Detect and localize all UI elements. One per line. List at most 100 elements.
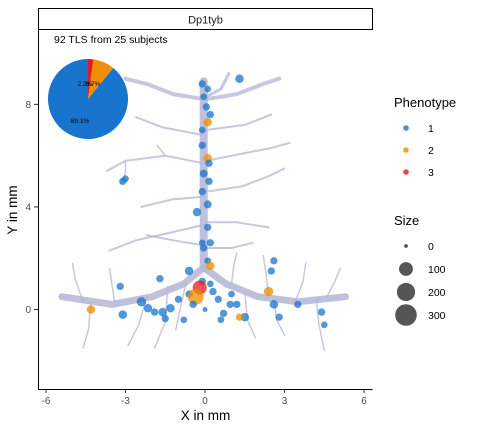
x-axis-title: X in mm (181, 408, 231, 423)
data-point (202, 307, 208, 312)
data-point (206, 110, 214, 119)
x-tick-label: -6 (41, 396, 50, 407)
lung-branch (153, 285, 169, 349)
size-legend-key (399, 262, 413, 276)
data-point (187, 288, 204, 305)
data-point (269, 300, 279, 309)
annotation-text: 92 TLS from 25 subjects (54, 34, 168, 46)
data-point (198, 187, 206, 196)
data-point (317, 308, 326, 316)
data-point (226, 300, 234, 309)
data-point (205, 177, 213, 185)
size-legend-label: 0 (428, 241, 434, 253)
data-point (116, 282, 124, 291)
y-axis-title: Y in mm (5, 185, 20, 234)
data-point (235, 74, 244, 83)
data-point (217, 316, 225, 324)
facet-label: Dp1tyb (188, 15, 223, 27)
lung-branch (230, 252, 238, 285)
lung-branch (58, 265, 206, 308)
data-point (158, 307, 167, 317)
y-tick-label: 0 (25, 305, 31, 316)
data-point (161, 314, 169, 323)
data-point (214, 295, 222, 303)
pie-slice (88, 59, 94, 99)
pie-inset: 89.1% 8.7%2.2% (47, 59, 128, 139)
pie-label: 8.7% (86, 81, 101, 88)
phenotype-legend-label: 1 (428, 123, 434, 135)
data-point (263, 286, 274, 297)
data-point (198, 126, 206, 134)
data-point (200, 244, 208, 252)
data-point (86, 305, 96, 314)
phenotype-legend-key (403, 169, 409, 175)
data-point (136, 297, 147, 307)
lung-branch (201, 265, 349, 306)
x-axis-ticks: -6 -3 0 3 6 (41, 389, 367, 407)
lung-branch (123, 76, 206, 102)
data-point (270, 257, 278, 265)
data-point (174, 295, 183, 303)
data-point (206, 261, 215, 271)
data-point (192, 207, 202, 217)
y-tick-label: 4 (25, 202, 31, 213)
data-point (202, 103, 210, 111)
data-point (189, 300, 197, 309)
lung-branch (156, 144, 166, 157)
data-point (203, 200, 212, 209)
phenotype-legend-label: 3 (428, 167, 434, 179)
x-tick-label: 6 (361, 396, 367, 407)
lung-branch (205, 221, 270, 229)
data-point (122, 175, 129, 183)
y-axis-ticks: 0 4 8 (25, 100, 38, 316)
size-legend-key (404, 244, 408, 248)
phenotype-legend-title: Phenotype (394, 95, 456, 110)
data-point (143, 303, 153, 313)
lung-branch (326, 267, 341, 298)
size-legend-key (395, 304, 417, 326)
x-tick-label: 0 (202, 396, 208, 407)
lung-branch (175, 280, 188, 331)
lung-branch (294, 262, 307, 303)
size-legend-label: 200 (428, 287, 446, 299)
data-point (294, 300, 302, 309)
data-point (184, 266, 194, 276)
data-point (198, 141, 206, 150)
data-point (267, 267, 275, 275)
pie-label: 89.1% (71, 118, 90, 125)
data-point (240, 312, 250, 322)
data-point (206, 239, 214, 247)
lung-branch (205, 141, 291, 162)
lung-branch (205, 241, 254, 249)
data-point (205, 159, 213, 167)
data-point (198, 80, 206, 88)
lung-branch (315, 298, 326, 352)
points-layer (86, 74, 328, 329)
lung-silhouette (58, 72, 349, 352)
x-tick-label: -3 (121, 396, 130, 407)
y-tick-label: 8 (25, 100, 31, 111)
data-point (233, 300, 241, 309)
lung-branch (127, 295, 148, 347)
data-point (118, 310, 128, 319)
lung-branch (108, 267, 116, 306)
phenotype-legend-label: 2 (428, 145, 434, 157)
size-legend-label: 300 (428, 310, 446, 322)
size-legend-title: Size (394, 213, 419, 228)
data-point (228, 290, 235, 298)
lung-branch (205, 167, 286, 193)
size-legend-label: 100 (428, 264, 446, 276)
data-point (235, 313, 244, 321)
data-point (199, 169, 208, 178)
data-point (166, 303, 175, 313)
phenotype-legend: 1 2 3 (403, 123, 434, 179)
phenotype-legend-key (403, 125, 409, 131)
data-point (209, 287, 217, 296)
data-point (275, 313, 283, 321)
lung-branch (145, 234, 205, 247)
pie-label: 2.2% (78, 81, 93, 88)
data-point (156, 275, 164, 283)
data-point (204, 85, 212, 93)
data-point (206, 280, 214, 288)
data-point (200, 93, 208, 101)
